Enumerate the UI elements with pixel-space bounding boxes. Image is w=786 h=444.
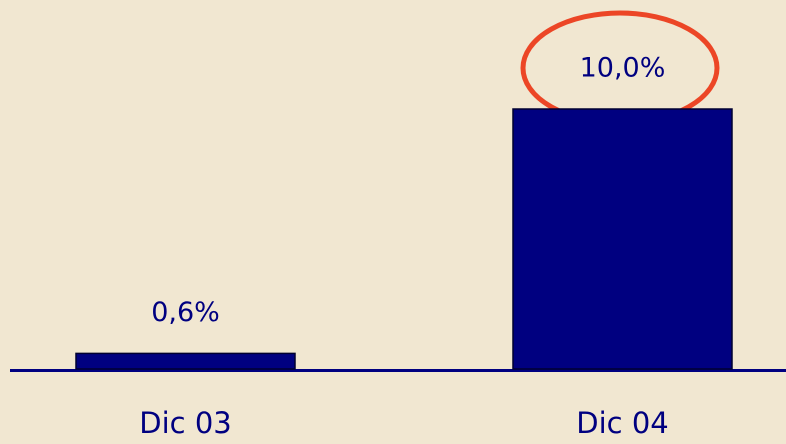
- bar: [75, 352, 296, 370]
- bar: [512, 108, 733, 370]
- x-tick-label: Dic 04: [576, 406, 668, 440]
- value-label: 10,0%: [580, 53, 666, 84]
- x-tick-label: Dic 03: [139, 406, 231, 440]
- value-label: 0,6%: [151, 297, 220, 328]
